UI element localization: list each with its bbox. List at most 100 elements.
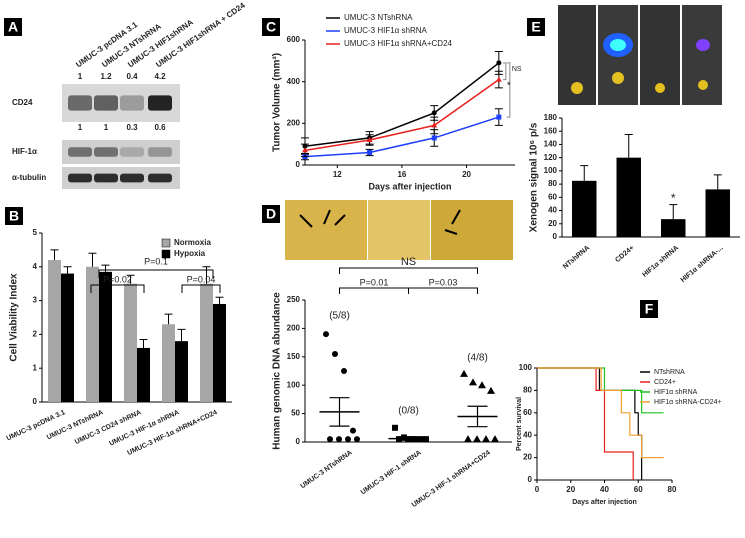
row-label: HIF-1α [12,147,37,156]
panel-label-box [640,300,658,318]
error-bar [63,266,72,274]
band [120,147,144,157]
annotation: P=0.02 [103,274,132,284]
x-axis-label: Days after injection [368,181,451,191]
y-tick-label: 160 [544,126,558,135]
bracket [339,267,478,274]
point [460,369,468,377]
bar [175,341,188,402]
x-tick-label: 0 [535,485,540,494]
y-axis-label: Xenogen signal 10⁶ p/s [529,122,540,232]
point [336,436,342,443]
bar [213,303,226,402]
annotation: P=0.04 [187,274,216,284]
y-tick-label: 180 [544,113,558,122]
y-axis-label: Tumor Volume (mm³) [272,53,283,152]
point [354,436,360,443]
signal [655,83,665,93]
point [469,378,477,386]
count-label: (0/8) [398,405,419,416]
bar [48,260,61,402]
point [473,435,481,443]
row-label: CD24 [12,98,33,107]
arrows [299,209,461,235]
y-tick-label: 250 [287,295,301,304]
sem-bar [329,397,350,427]
count-label: (5/8) [329,311,350,322]
legend-swatch [161,249,171,259]
point [392,424,398,431]
survival-line [537,367,643,480]
point [350,427,356,434]
y-tick-label: 60 [523,408,532,417]
panel-label-box [262,18,280,36]
y-tick-label: 0 [296,160,301,169]
point [341,368,347,374]
y-tick-label: 150 [287,352,301,361]
band [148,147,172,157]
ratio: 1 [78,72,83,81]
band [94,95,118,111]
band [94,147,118,157]
y-tick-label: 40 [523,430,532,439]
panel-label: F [645,301,654,317]
bar [616,157,641,237]
error-bar [177,328,186,342]
annotation: P=0.1 [144,256,168,266]
signal [696,39,710,51]
signal [610,39,626,51]
x-tick-label: 12 [333,170,342,179]
y-axis-label: Human genomic DNA abundance [272,292,283,450]
annotation: * [507,80,511,91]
bracket [408,287,478,294]
panel-label: A [8,19,18,35]
point [327,436,333,443]
point [431,122,438,128]
point [495,76,502,82]
panel-label-box [5,207,23,225]
y-tick-label: 200 [287,118,301,127]
x-tick-label: NTshRNA [562,245,591,271]
bracket [502,62,507,81]
band [68,95,92,111]
y-tick-label: 0 [528,475,533,484]
annotation: P=0.01 [360,277,389,287]
point [345,436,351,443]
y-tick-label: 80 [523,386,532,395]
x-tick-label: CD24+ [614,245,635,264]
x-tick-label: UMUC-3 pcDNA 3.1 [6,409,67,442]
sem-bar [398,436,419,441]
ratio: 4.2 [154,72,166,81]
photo [285,200,367,260]
bar [705,189,730,237]
legend-label: UMUC-3 HIF1α shRNA+CD24 [344,39,453,48]
point [478,381,486,389]
x-tick-label: HIF1α shRNA [641,245,680,279]
y-tick-label: 400 [287,77,301,86]
point [496,60,502,66]
x-tick-label: HIF1α shRNA-... [680,245,725,284]
annotation: NS [512,66,522,73]
y-tick-label: 0 [33,397,38,406]
x-tick-label: UMUC-3 HIF-1 shRNA [360,449,423,496]
x-tick-label: 20 [566,485,575,494]
y-axis-label: Cell Viability Index [9,273,20,362]
y-tick-label: 0 [553,232,558,241]
legend-label: HIF1α shRNA-CD24+ [654,399,722,406]
panel-label-box [527,18,545,36]
bar [61,273,74,402]
legend-label: CD24+ [654,379,676,386]
error-bar [713,174,722,190]
band [120,95,144,111]
point [482,435,490,443]
annotation: NS [401,256,416,268]
y-tick-label: 20 [548,219,557,228]
y-tick-label: 140 [544,140,558,149]
point [491,435,499,443]
point [431,135,437,141]
x-tick-label: UMUC-3 NTshRNA [299,449,353,490]
point [431,110,437,116]
y-tick-label: 60 [548,192,557,201]
ratio: 0.6 [154,123,166,132]
y-tick-label: 200 [287,324,301,333]
